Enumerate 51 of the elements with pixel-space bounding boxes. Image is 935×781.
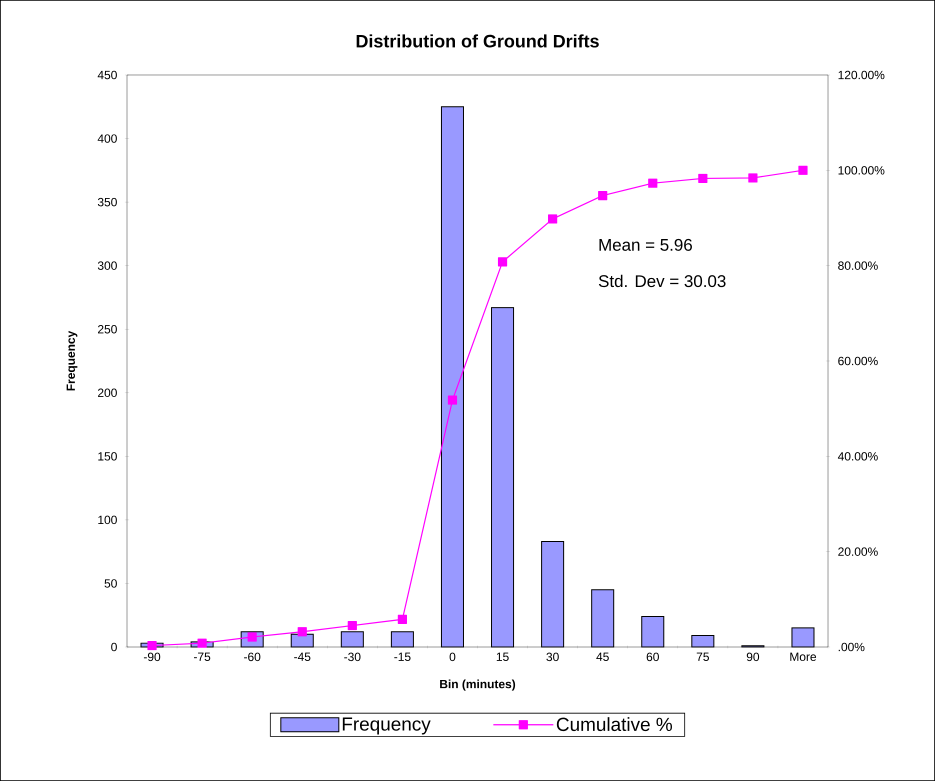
y2-tick-label: 80.00% <box>838 261 878 270</box>
y2-tick-label: 20.00% <box>838 547 878 556</box>
annotation: Std. Dev = 30.03 <box>598 274 726 288</box>
x-tick-label: -90 <box>144 652 160 662</box>
point <box>648 178 658 188</box>
y2-tick-label: 60.00% <box>838 356 878 366</box>
y-tick-label: 100 <box>98 516 117 524</box>
y2-tick-label: 120.00% <box>838 70 884 80</box>
y-tick-label: 50 <box>104 579 117 588</box>
x-tick-label: -45 <box>294 652 310 661</box>
point <box>348 620 357 630</box>
x-tick-label: 75 <box>696 652 709 661</box>
point <box>748 173 758 183</box>
x-tick-label: More <box>790 652 816 661</box>
x-tick-label: 90 <box>746 652 760 662</box>
x-tick-label: -30 <box>344 652 360 662</box>
point <box>198 638 207 648</box>
x-axis-title: Bin (minutes) <box>440 680 516 691</box>
x-tick-label: 45 <box>596 652 609 661</box>
y-tick-label: 150 <box>98 452 117 461</box>
y-axis-title: Frequency <box>66 330 78 390</box>
y-tick-label: 200 <box>98 388 117 397</box>
point <box>298 627 307 636</box>
x-tick-label: -60 <box>244 652 260 662</box>
y-tick-label: 0 <box>111 642 117 652</box>
y2-tick-label: 40.00% <box>838 452 878 461</box>
point <box>498 257 508 266</box>
point <box>548 214 558 224</box>
x-tick-label: -75 <box>194 652 210 661</box>
y2-tick-label: 100.00% <box>838 166 884 175</box>
point <box>698 174 708 184</box>
y-tick-label: 250 <box>98 324 117 334</box>
y-tick-label: 300 <box>98 261 117 270</box>
y-tick-label: 350 <box>98 198 117 206</box>
point <box>147 640 157 650</box>
y-tick-label: 450 <box>98 70 117 80</box>
y-tick-label: 400 <box>98 134 117 143</box>
x-tick-label: 60 <box>646 652 659 662</box>
point <box>448 395 458 405</box>
legend-label: Cumulative % <box>556 717 672 732</box>
point <box>798 166 808 175</box>
point <box>598 190 608 200</box>
x-tick-label: 15 <box>496 652 509 661</box>
x-tick-label: 30 <box>546 652 559 662</box>
chart-title: Distribution of Ground Drifts <box>356 34 599 48</box>
y2-tick-label: .00% <box>838 642 864 652</box>
x-tick-label: 0 <box>450 652 456 662</box>
legend-label: Frequency <box>342 718 431 734</box>
x-tick-label: -15 <box>394 652 411 661</box>
point <box>398 614 407 624</box>
annotation: Mean = 5.96 <box>599 238 692 251</box>
